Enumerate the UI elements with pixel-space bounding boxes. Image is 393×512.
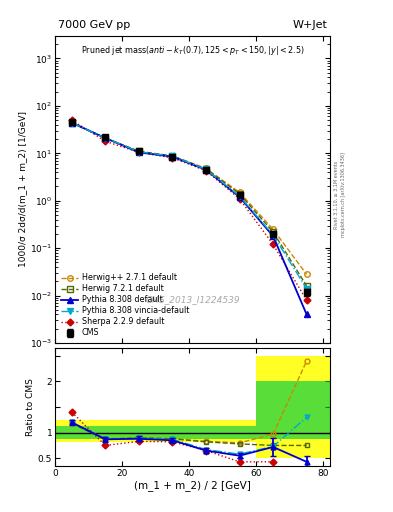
Sherpa 2.2.9 default: [103, 138, 108, 144]
Pythia 8.308 vincia-default: [237, 193, 242, 199]
Pythia 8.308 vincia-default: [204, 166, 208, 173]
Pythia 8.308 default: [271, 233, 275, 239]
Pythia 8.308 default: [70, 120, 74, 126]
Text: 7000 GeV pp: 7000 GeV pp: [58, 19, 130, 30]
Pythia 8.308 vincia-default: [70, 120, 74, 126]
Pythia 8.308 vincia-default: [136, 148, 141, 155]
Sherpa 2.2.9 default: [170, 155, 175, 161]
Line: Herwig++ 2.7.1 default: Herwig++ 2.7.1 default: [69, 120, 309, 277]
Pythia 8.308 default: [304, 311, 309, 317]
Text: Rivet 3.1.10, ≥ 3.1M events: Rivet 3.1.10, ≥ 3.1M events: [334, 160, 338, 229]
Sherpa 2.2.9 default: [136, 150, 141, 156]
Sherpa 2.2.9 default: [271, 241, 275, 247]
Sherpa 2.2.9 default: [70, 117, 74, 123]
Herwig++ 2.7.1 default: [70, 119, 74, 125]
Pythia 8.308 default: [103, 135, 108, 141]
Y-axis label: Ratio to CMS: Ratio to CMS: [26, 378, 35, 436]
Herwig++ 2.7.1 default: [237, 189, 242, 196]
Herwig++ 2.7.1 default: [271, 226, 275, 232]
Herwig++ 2.7.1 default: [136, 148, 141, 155]
Herwig 7.2.1 default: [271, 229, 275, 235]
Herwig 7.2.1 default: [304, 283, 309, 289]
Pythia 8.308 vincia-default: [170, 153, 175, 159]
Line: Pythia 8.308 default: Pythia 8.308 default: [69, 120, 309, 317]
Sherpa 2.2.9 default: [304, 297, 309, 303]
Legend: Herwig++ 2.7.1 default, Herwig 7.2.1 default, Pythia 8.308 default, Pythia 8.308: Herwig++ 2.7.1 default, Herwig 7.2.1 def…: [59, 272, 191, 339]
Herwig 7.2.1 default: [103, 135, 108, 141]
Text: CMS_2013_I1224539: CMS_2013_I1224539: [145, 295, 240, 305]
Herwig++ 2.7.1 default: [170, 153, 175, 159]
Herwig 7.2.1 default: [204, 166, 208, 172]
Line: Sherpa 2.2.9 default: Sherpa 2.2.9 default: [69, 118, 309, 303]
Pythia 8.308 vincia-default: [271, 232, 275, 238]
Herwig 7.2.1 default: [70, 120, 74, 126]
Herwig++ 2.7.1 default: [204, 165, 208, 172]
Herwig 7.2.1 default: [170, 153, 175, 159]
Line: Herwig 7.2.1 default: Herwig 7.2.1 default: [69, 120, 309, 289]
Herwig 7.2.1 default: [237, 191, 242, 197]
Herwig++ 2.7.1 default: [304, 271, 309, 278]
Sherpa 2.2.9 default: [237, 196, 242, 202]
Pythia 8.308 default: [204, 167, 208, 173]
Text: W+Jet: W+Jet: [292, 19, 327, 30]
Herwig++ 2.7.1 default: [103, 135, 108, 141]
X-axis label: (m_1 + m_2) / 2 [GeV]: (m_1 + m_2) / 2 [GeV]: [134, 480, 251, 492]
Pythia 8.308 vincia-default: [304, 286, 309, 292]
Pythia 8.308 vincia-default: [103, 135, 108, 141]
Pythia 8.308 default: [136, 150, 141, 156]
Text: Pruned jet mass$(anti-k_T(0.7), 125<p_T<150, |y|<2.5)$: Pruned jet mass$(anti-k_T(0.7), 125<p_T<…: [81, 44, 305, 56]
Pythia 8.308 default: [170, 154, 175, 160]
Line: Pythia 8.308 vincia-default: Pythia 8.308 vincia-default: [69, 120, 309, 291]
Herwig 7.2.1 default: [136, 148, 141, 155]
Pythia 8.308 default: [237, 194, 242, 200]
Sherpa 2.2.9 default: [204, 167, 208, 174]
Text: mcplots.cern.ch [arXiv:1306.3436]: mcplots.cern.ch [arXiv:1306.3436]: [342, 152, 346, 237]
Y-axis label: 1000/σ 2dσ/d(m_1 + m_2) [1/GeV]: 1000/σ 2dσ/d(m_1 + m_2) [1/GeV]: [18, 112, 27, 267]
